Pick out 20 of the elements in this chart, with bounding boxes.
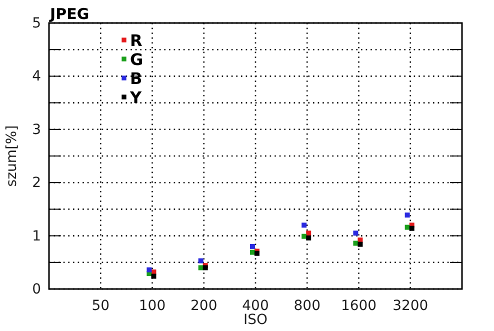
x-tick-label: 1600 (340, 298, 377, 314)
y-tick-label: 5 (32, 15, 41, 32)
x-tick-label: 400 (242, 298, 269, 314)
chart-title: JPEG (49, 5, 90, 23)
y-tick-label: 4 (32, 68, 42, 85)
y-tick-label: 0 (32, 281, 41, 298)
x-tick-label: 3200 (392, 298, 428, 314)
x-tick-label: 100 (138, 298, 166, 314)
x-tick-label: 50 (92, 298, 110, 314)
y-tick-label: 3 (32, 122, 41, 138)
y-tick-label: 1 (32, 228, 41, 244)
legend-label: Y (129, 88, 142, 107)
x-tick-label: 200 (190, 298, 218, 314)
x-tick-label: 800 (294, 298, 320, 314)
y-tick-label: 2 (32, 175, 41, 192)
legend-label: R (130, 31, 142, 50)
x-axis-title: ISO (243, 312, 268, 328)
legend-label: G (130, 50, 144, 69)
legend-label: B (130, 69, 142, 88)
y-axis-title: szum[%] (4, 125, 20, 187)
